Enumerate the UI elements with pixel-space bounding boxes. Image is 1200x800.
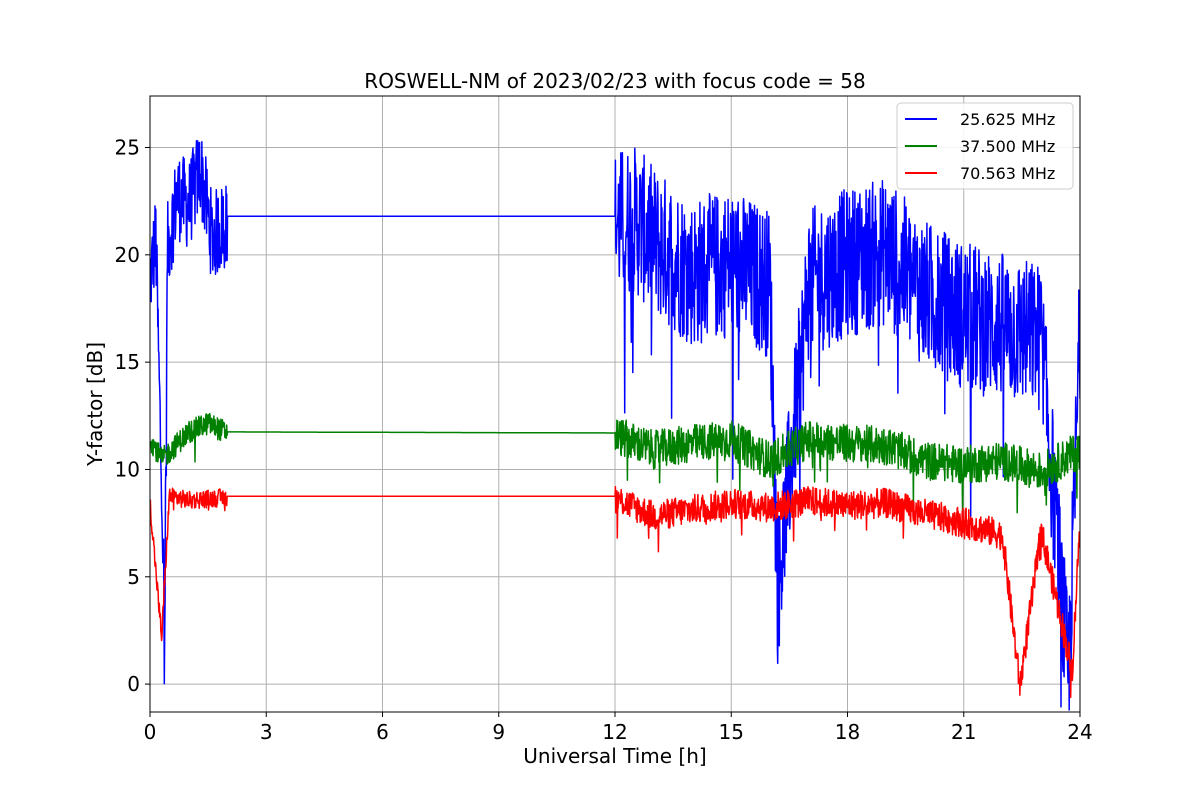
series-line <box>150 412 1080 517</box>
y-tick-label: 25 <box>115 136 140 160</box>
legend-label: 70.563 MHz <box>960 164 1055 183</box>
x-tick-label: 0 <box>144 720 157 744</box>
legend-label: 37.500 MHz <box>960 137 1055 156</box>
x-tick-label: 9 <box>492 720 505 744</box>
legend-box <box>896 102 1074 190</box>
y-axis-ticks: 0 5 10 15 20 25 <box>115 136 150 696</box>
x-tick-label: 6 <box>376 720 389 744</box>
x-tick-label: 24 <box>1067 720 1092 744</box>
y-tick-label: 20 <box>115 243 140 267</box>
y-tick-label: 15 <box>115 350 140 374</box>
x-tick-label: 21 <box>951 720 976 744</box>
y-tick-label: 0 <box>127 672 140 696</box>
x-axis-label: Universal Time [h] <box>523 744 706 768</box>
x-tick-label: 15 <box>719 720 744 744</box>
y-tick-label: 5 <box>127 565 140 589</box>
x-tick-label: 12 <box>602 720 627 744</box>
y-tick-label: 10 <box>115 457 140 481</box>
legend: 25.625 MHz 37.500 MHz 70.563 MHz <box>896 102 1074 190</box>
x-axis-ticks: 0 3 6 9 12 15 18 21 24 <box>144 712 1093 744</box>
y-axis-label: Y-factor [dB] <box>83 342 107 467</box>
legend-label: 25.625 MHz <box>960 110 1055 129</box>
x-tick-label: 18 <box>835 720 860 744</box>
x-tick-label: 3 <box>260 720 273 744</box>
chart-title: ROSWELL-NM of 2023/02/23 with focus code… <box>364 69 865 93</box>
